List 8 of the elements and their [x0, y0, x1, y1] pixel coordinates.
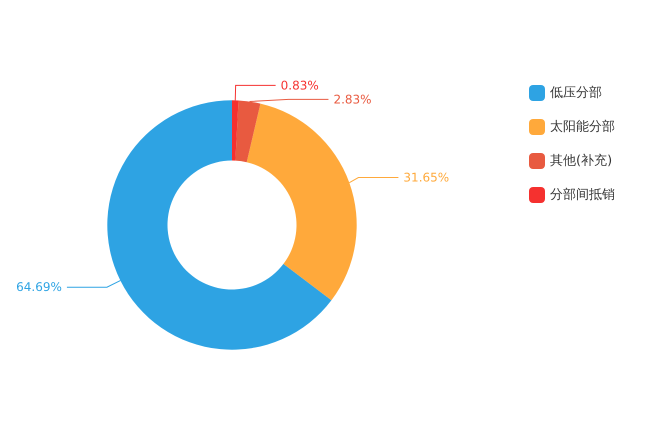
- legend-label: 低压分部: [550, 86, 602, 100]
- data-label: 64.69%: [16, 280, 62, 294]
- data-label: 31.65%: [403, 170, 450, 185]
- data-label: 0.83%: [280, 78, 319, 92]
- legend-label: 太阳能分部: [550, 120, 615, 134]
- legend-label: 分部间抵销: [550, 188, 615, 202]
- legend-label: 其他(补充): [550, 154, 612, 168]
- data-label: 2.83%: [333, 92, 372, 106]
